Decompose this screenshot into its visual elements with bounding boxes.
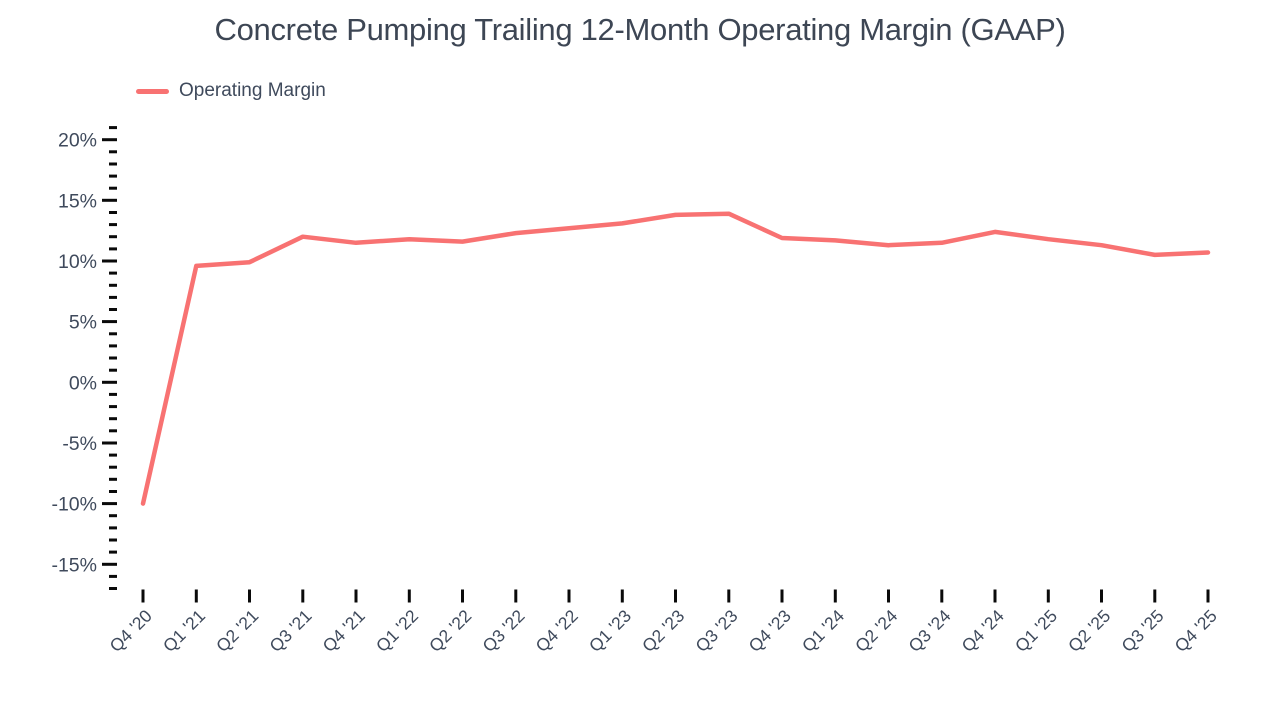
x-axis-tick-label: Q1 '22 <box>372 606 422 656</box>
x-axis-tick-label: Q1 '25 <box>1011 606 1061 656</box>
x-axis-tick-label: Q3 '24 <box>904 605 954 655</box>
x-axis-tick-label: Q2 '21 <box>212 606 262 656</box>
x-axis-tick-label: Q4 '21 <box>319 606 369 656</box>
legend-label: Operating Margin <box>179 80 326 101</box>
y-axis-tick-label: 5% <box>69 312 97 334</box>
x-axis-tick-label: Q4 '20 <box>106 605 156 655</box>
x-axis-tick-label: Q4 '24 <box>958 605 1008 655</box>
x-axis-tick-label: Q1 '23 <box>585 606 635 656</box>
x-axis-tick-label: Q3 '23 <box>691 606 741 656</box>
legend-line-swatch <box>136 88 169 94</box>
y-axis-tick-label: 10% <box>58 251 97 273</box>
y-axis-tick-label: -5% <box>62 433 97 455</box>
x-axis-tick-label: Q2 '24 <box>851 605 901 655</box>
y-axis-tick-label: 15% <box>58 190 97 212</box>
x-axis-tick-label: Q4 '22 <box>532 606 582 656</box>
x-axis-tick-label: Q3 '25 <box>1117 606 1167 656</box>
x-axis-tick-label: Q4 '23 <box>745 606 795 656</box>
x-axis-tick-label: Q2 '25 <box>1064 606 1114 656</box>
x-axis-tick-label: Q4 '25 <box>1171 606 1221 656</box>
chart-title: Concrete Pumping Trailing 12-Month Opera… <box>214 12 1066 47</box>
y-axis-tick-label: 0% <box>69 372 97 394</box>
y-axis-tick-label: -15% <box>51 554 97 576</box>
y-axis-tick-label: 20% <box>58 130 97 152</box>
x-axis-tick-label: Q3 '21 <box>265 606 315 656</box>
legend: Operating Margin <box>136 80 326 102</box>
x-axis-tick-label: Q2 '22 <box>425 606 475 656</box>
y-axis-tick-label: -10% <box>51 494 97 516</box>
x-axis-tick-label: Q1 '24 <box>798 605 848 655</box>
x-axis-tick-label: Q2 '23 <box>638 606 688 656</box>
operating-margin-line <box>140 211 1211 506</box>
x-axis-tick-label: Q1 '21 <box>159 606 209 656</box>
x-axis-tick-label: Q3 '22 <box>478 606 528 656</box>
